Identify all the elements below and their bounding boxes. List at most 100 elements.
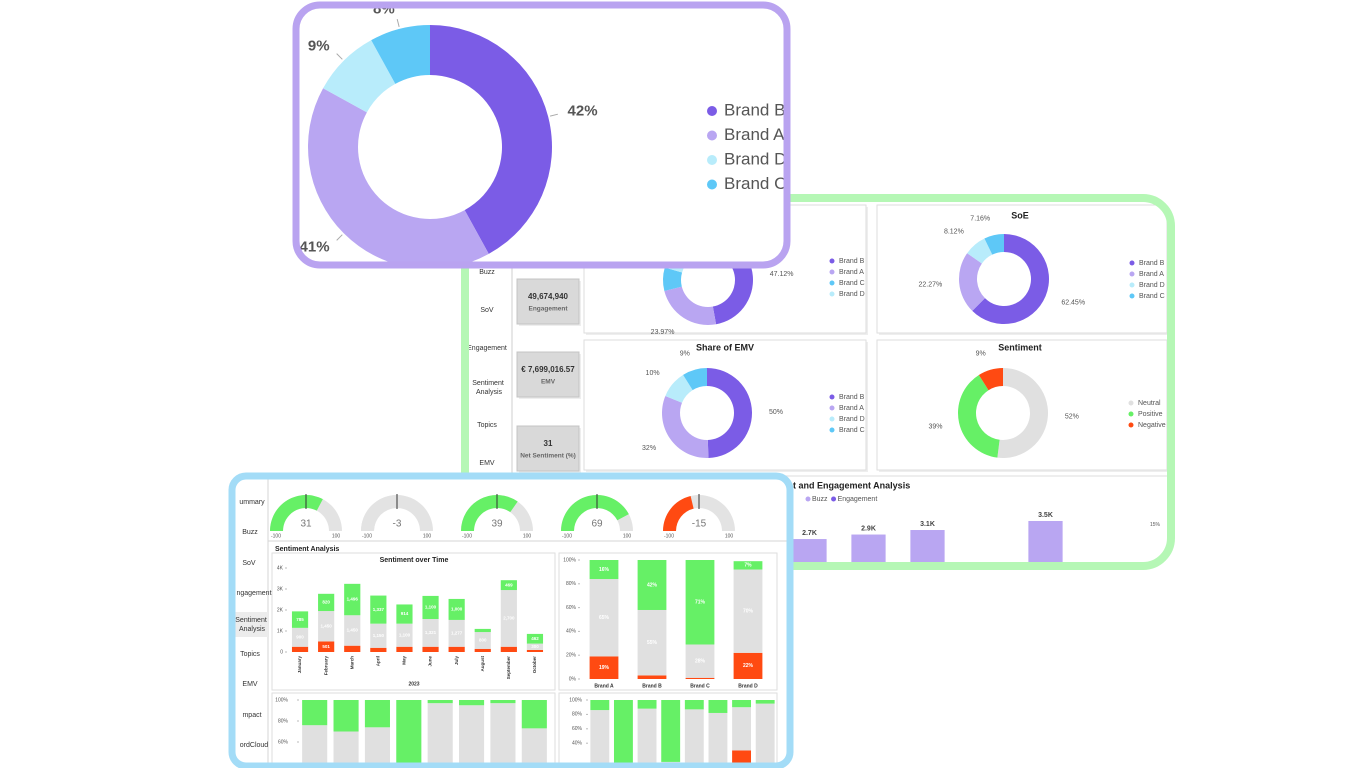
menu-item[interactable]: SoV [242, 560, 256, 567]
x-tick-label: Brand D [738, 683, 758, 689]
chart-title: Sentiment [998, 342, 1042, 352]
x-tick-label: Brand A [594, 683, 614, 689]
pie-slice [664, 286, 717, 325]
y-tick-label: 60% [566, 605, 577, 611]
bar [733, 652, 763, 679]
chart-title: Share of EMV [696, 342, 754, 352]
x-tick-label: July [454, 656, 459, 666]
legend-label: Brand D [839, 291, 865, 298]
menu-item[interactable]: ngagement [236, 590, 271, 597]
bar [755, 700, 775, 704]
bar [370, 623, 387, 648]
gauge-range-label: 100 [623, 533, 632, 539]
bar [302, 700, 328, 726]
pie-slice [371, 25, 430, 84]
legend-label: Brand B [1139, 260, 1165, 267]
legend-marker [829, 427, 835, 433]
data-label: 9% [976, 350, 986, 357]
y-tick-label: 2K [277, 607, 284, 613]
data-label: 9% [308, 38, 330, 55]
bar [448, 598, 465, 620]
data-label: 7.16% [970, 215, 990, 222]
menu-item[interactable]: Buzz [479, 269, 495, 276]
y-tick-label: 1K [277, 628, 284, 634]
data-label: 32% [642, 445, 656, 452]
menu-item[interactable]: Topics [240, 651, 260, 658]
data-label: 1,450 [347, 628, 359, 633]
leader-line [549, 113, 558, 117]
data-label: 2.9K [861, 525, 876, 532]
data-label: 16% [599, 567, 610, 573]
pie-slice [967, 238, 993, 264]
bar [684, 700, 704, 710]
bar [396, 604, 413, 624]
data-label: 300 [531, 644, 539, 649]
legend-marker [829, 405, 835, 411]
data-label: 42% [647, 582, 658, 588]
x-tick-label: Brand C [690, 683, 710, 689]
bar [344, 645, 361, 652]
menu-item[interactable]: Buzz [242, 529, 258, 536]
gauge-range-label: 100 [523, 533, 532, 539]
menu-item[interactable]: EMV [242, 681, 258, 688]
gauge-fill [461, 495, 518, 531]
data-label: 900 [296, 634, 304, 639]
menu-item[interactable]: mpact [242, 712, 261, 719]
y-tick-label: 100% [275, 697, 288, 703]
menu-item[interactable]: ordCloud [240, 742, 269, 749]
gauge-fill [361, 495, 396, 531]
menu-item[interactable]: Sentiment Analysis [472, 380, 505, 396]
gauge-range-label: -100 [362, 533, 372, 539]
gauge-range-label: -100 [562, 533, 572, 539]
data-label: 914 [401, 611, 409, 616]
bar [589, 560, 619, 580]
card-border [461, 194, 1175, 570]
y-tick-label: 0 [280, 649, 283, 655]
bar [427, 703, 453, 766]
data-label: 3.5K [1038, 512, 1053, 519]
menu-item[interactable]: EMV [479, 460, 495, 467]
data-label: 800 [479, 638, 487, 643]
data-label: 7% [744, 563, 752, 569]
bar [851, 534, 886, 566]
pie-slice [957, 375, 1000, 458]
bar [459, 705, 485, 766]
bar [448, 619, 465, 647]
bar [318, 593, 335, 612]
legend-label: Brand C [839, 427, 865, 434]
bar [333, 700, 359, 732]
legend-label: Brand B [839, 258, 865, 265]
legend-label: Brand B [724, 100, 785, 119]
data-label: 2,700 [503, 616, 515, 621]
bar [364, 727, 390, 766]
bar [590, 710, 610, 766]
data-label: 501 [322, 644, 330, 649]
y-tick-label: 40% [566, 629, 577, 635]
legend-label: Brand D [839, 416, 865, 423]
legend-marker [707, 130, 717, 141]
bar [500, 590, 517, 647]
menu-item[interactable]: SoV [480, 307, 494, 314]
bar [291, 646, 309, 652]
x-tick-label: September [506, 656, 511, 680]
data-label: 462 [531, 636, 539, 641]
menu-item[interactable]: Sentiment Analysis [235, 617, 268, 633]
x-axis-title: 2023 [408, 681, 419, 687]
y-tick-label: 3K [277, 586, 284, 592]
legend-marker [829, 394, 835, 400]
bar [637, 609, 667, 676]
legend-marker [1129, 260, 1135, 266]
pie-slice [997, 368, 1048, 458]
bar [344, 615, 361, 646]
data-label: 1,496 [347, 597, 359, 602]
menu-item[interactable]: Engagement [467, 345, 507, 352]
menu-item[interactable]: Topics [477, 422, 497, 429]
legend-label: Neutral [1138, 400, 1161, 407]
kpi-card [516, 351, 580, 398]
menu-item[interactable]: ummary [239, 499, 265, 506]
data-label: 47.12% [770, 271, 794, 278]
legend-marker [707, 179, 717, 190]
x-tick-label: January [297, 656, 302, 674]
